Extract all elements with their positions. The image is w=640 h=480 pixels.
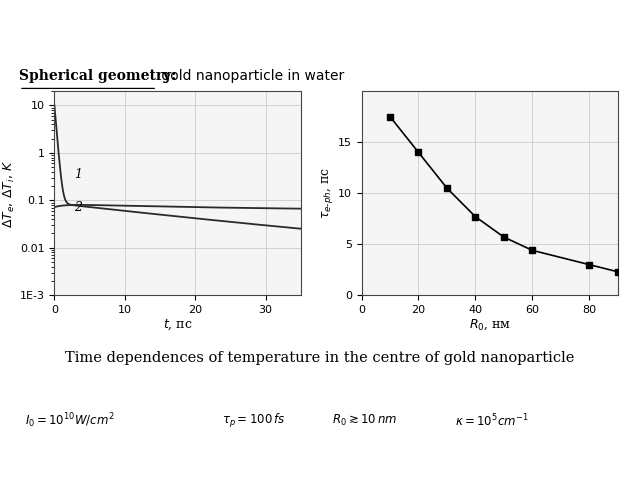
Text: 2014 г.: 2014 г. — [587, 458, 630, 471]
Y-axis label: $\Delta T_e,\, \Delta T_i,\, K$: $\Delta T_e,\, \Delta T_i,\, K$ — [2, 159, 17, 228]
Text: Advances in Nonlinear Photonics: Advances in Nonlinear Photonics — [10, 458, 203, 471]
Text: $\kappa = 10^5 cm^{-1}$: $\kappa = 10^5 cm^{-1}$ — [455, 412, 529, 429]
Text: Spherical geometry:: Spherical geometry: — [19, 69, 176, 83]
Text: $R_0 \gtrsim 10\, nm$: $R_0 \gtrsim 10\, nm$ — [332, 413, 397, 428]
Text: 2: 2 — [74, 201, 82, 214]
X-axis label: $t$, пс: $t$, пс — [163, 318, 193, 332]
Point — [499, 233, 509, 241]
Point — [442, 184, 452, 192]
Text: $\tau_p = 100\, fs$: $\tau_p = 100\, fs$ — [221, 412, 285, 430]
Text: $I_0 = 10^{10} W / cm^2$: $I_0 = 10^{10} W / cm^2$ — [25, 411, 115, 430]
Point — [385, 113, 395, 120]
Text: gold nanoparticle in water: gold nanoparticle in water — [157, 69, 344, 83]
Text: Results and discussion: Results and discussion — [132, 19, 470, 44]
Text: 19: 19 — [593, 21, 624, 43]
Point — [584, 261, 595, 268]
Text: Time dependences of temperature in the centre of gold nanoparticle: Time dependences of temperature in the c… — [65, 350, 575, 365]
Text: 1: 1 — [74, 168, 82, 180]
Y-axis label: $\tau_{e\text{-}ph}$, пс: $\tau_{e\text{-}ph}$, пс — [320, 167, 335, 219]
Point — [612, 268, 623, 276]
Point — [413, 149, 424, 156]
X-axis label: $R_0$, нм: $R_0$, нм — [468, 318, 511, 332]
Point — [527, 247, 538, 254]
Point — [470, 213, 481, 220]
